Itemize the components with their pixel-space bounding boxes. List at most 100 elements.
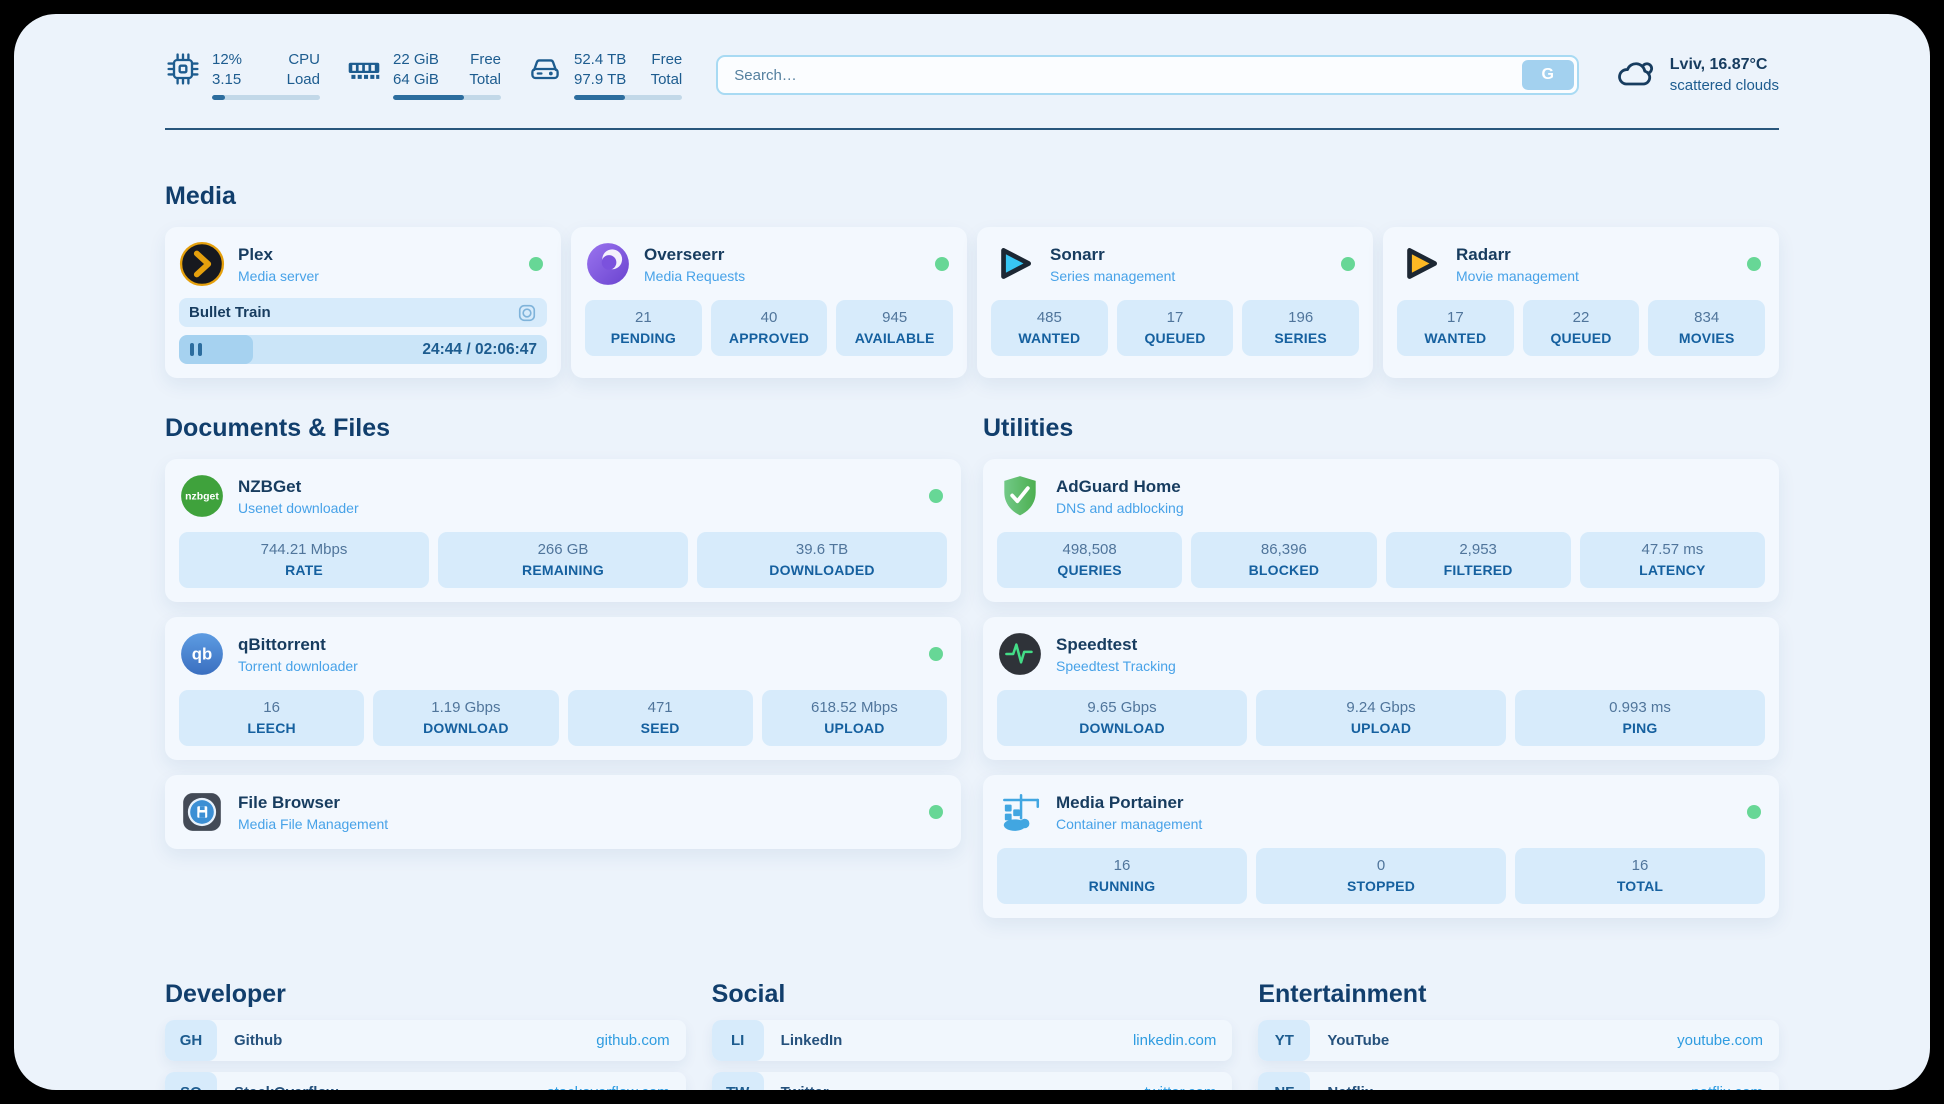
app-subtitle: Media server (238, 267, 319, 284)
playback-progress-bar: 24:44 / 02:06:47 (179, 335, 547, 364)
app-card-qbittorrent[interactable]: qb qBittorrent Torrent downloader (165, 617, 961, 760)
status-dot (935, 257, 949, 271)
app-name: Overseerr (644, 244, 725, 264)
status-dot (529, 257, 543, 271)
link-tag: SO (165, 1072, 217, 1090)
app-card-plex[interactable]: Plex Media server Bullet Train (165, 227, 561, 378)
stat-box: 945 AVAILABLE (836, 300, 954, 356)
app-card-filebrowser[interactable]: File Browser Media File Management (165, 775, 961, 849)
weather-location: Lviv, 16.87°C (1669, 56, 1768, 74)
stat-box: 16 TOTAL (1515, 848, 1765, 904)
link-row-netflix[interactable]: NF Netflix netflix.com (1258, 1072, 1779, 1090)
radarr-icon (1397, 241, 1443, 287)
link-label: StackOverflow (234, 1084, 338, 1090)
section-title-media: Media (165, 182, 236, 210)
section-title-social: Social (711, 980, 786, 1008)
app-card-portainer[interactable]: Media Portainer Container management 16 … (983, 775, 1779, 918)
search-bar: G (716, 55, 1579, 95)
app-name: Plex (238, 244, 273, 264)
app-card-nzbget[interactable]: nzbget NZBGet Usenet downloader 74 (165, 459, 961, 602)
link-tag: NF (1258, 1072, 1311, 1090)
cloud-icon (1617, 62, 1653, 86)
stat-box: 196 SERIES (1242, 300, 1360, 356)
documents-column: Documents & Files nzbget (165, 378, 961, 918)
weather-widget: Lviv, 16.87°C scattered clouds (1613, 53, 1779, 97)
adguard-icon (997, 473, 1043, 519)
pause-icon (190, 343, 202, 356)
link-label: Twitter (781, 1084, 829, 1090)
disk-free-label: Free (651, 51, 683, 68)
link-label: YouTube (1327, 1032, 1390, 1049)
stat-box: 9.24 Gbps UPLOAD (1256, 690, 1506, 746)
ram-stat: 22 GiB 64 GiB Free Total (346, 50, 501, 100)
app-subtitle: Series management (1050, 267, 1176, 284)
stat-box: 17 QUEUED (1116, 300, 1234, 356)
status-dot (1747, 257, 1761, 271)
svg-text:nzbget: nzbget (185, 492, 219, 503)
link-row-stackoverflow[interactable]: SO StackOverflow stackoverflow.com (165, 1072, 686, 1090)
ram-icon (348, 62, 380, 79)
app-name: qBittorrent (238, 634, 326, 654)
stat-box: 471 SEED (567, 690, 753, 746)
stat-box: 86,396 BLOCKED (1191, 532, 1377, 588)
stat-box: 1.19 Gbps DOWNLOAD (373, 690, 559, 746)
app-card-sonarr[interactable]: Sonarr Series management 485 WANTED 17 Q… (977, 227, 1373, 378)
link-tag: GH (165, 1020, 217, 1061)
status-dot (1341, 257, 1355, 271)
link-url: youtube.com (1677, 1032, 1763, 1049)
app-subtitle: DNS and adblocking (1056, 499, 1184, 516)
app-card-radarr[interactable]: Radarr Movie management 17 WANTED 22 QUE… (1383, 227, 1779, 378)
links-developer: Developer GH Github github.com SO StackO… (165, 918, 686, 1090)
cpu-progress-bar (212, 95, 320, 100)
stat-box: 0 STOPPED (1256, 848, 1506, 904)
app-name: Radarr (1456, 244, 1511, 264)
ram-total: 64 GiB (393, 70, 439, 88)
now-playing-title: Bullet Train (189, 304, 271, 321)
now-playing-row: Bullet Train (179, 298, 547, 327)
filebrowser-icon (179, 789, 225, 835)
disk-progress-bar (574, 95, 683, 100)
link-row-youtube[interactable]: YT YouTube youtube.com (1258, 1020, 1779, 1061)
search-input[interactable] (721, 66, 1522, 84)
app-name: Speedtest (1056, 634, 1138, 654)
app-name: File Browser (238, 792, 341, 812)
stat-box: 16 LEECH (179, 690, 365, 746)
link-url: stackoverflow.com (547, 1084, 670, 1090)
app-card-overseerr[interactable]: Overseerr Media Requests 21 PENDING 40 A… (571, 227, 967, 378)
link-row-linkedin[interactable]: LI LinkedIn linkedin.com (711, 1020, 1233, 1061)
app-name: NZBGet (238, 476, 302, 496)
app-card-speedtest[interactable]: Speedtest Speedtest Tracking 9.65 Gbps D… (983, 617, 1779, 760)
stat-box: 17 WANTED (1397, 300, 1514, 356)
link-tag: LI (711, 1020, 764, 1061)
link-tag: TW (711, 1072, 764, 1090)
link-url: netflix.com (1691, 1084, 1763, 1090)
link-row-twitter[interactable]: TW Twitter twitter.com (711, 1072, 1233, 1090)
plex-icon (179, 241, 225, 287)
app-subtitle: Media Requests (644, 267, 746, 284)
stat-box: 2,953 FILTERED (1385, 532, 1571, 588)
link-label: Netflix (1327, 1084, 1373, 1090)
app-card-adguard[interactable]: AdGuard Home DNS and adblocking 498,508 … (983, 459, 1779, 602)
stat-box: 47.57 ms LATENCY (1579, 532, 1765, 588)
ram-free-label: Free (470, 51, 501, 68)
stat-box: 0.993 ms PING (1515, 690, 1765, 746)
links-entertainment: Entertainment YT YouTube youtube.com NF … (1258, 918, 1779, 1090)
link-row-github[interactable]: GH Github github.com (165, 1020, 686, 1061)
cpu-load: 3.15 (212, 70, 242, 88)
playback-time: 24:44 / 02:06:47 (422, 340, 537, 358)
dashboard-window: 12% 3.15 CPU Load (14, 14, 1930, 1090)
links-social: Social LI LinkedIn linkedin.com TW Twitt… (711, 918, 1233, 1090)
weather-condition: scattered clouds (1669, 76, 1779, 94)
disk-stat: 52.4 TB 97.9 TB Free Total (527, 50, 683, 100)
section-title-entertainment: Entertainment (1258, 980, 1427, 1008)
section-title-documents: Documents & Files (165, 414, 391, 442)
cpu-stat: 12% 3.15 CPU Load (165, 50, 320, 100)
stat-box: 266 GB REMAINING (438, 532, 688, 588)
app-subtitle: Container management (1056, 815, 1203, 832)
disk-free: 52.4 TB (574, 51, 627, 68)
overseerr-icon (585, 241, 631, 287)
search-engine-button[interactable]: G (1521, 60, 1574, 90)
status-dot (1747, 805, 1761, 819)
app-subtitle: Media File Management (238, 815, 389, 832)
ram-total-label: Total (469, 70, 501, 88)
